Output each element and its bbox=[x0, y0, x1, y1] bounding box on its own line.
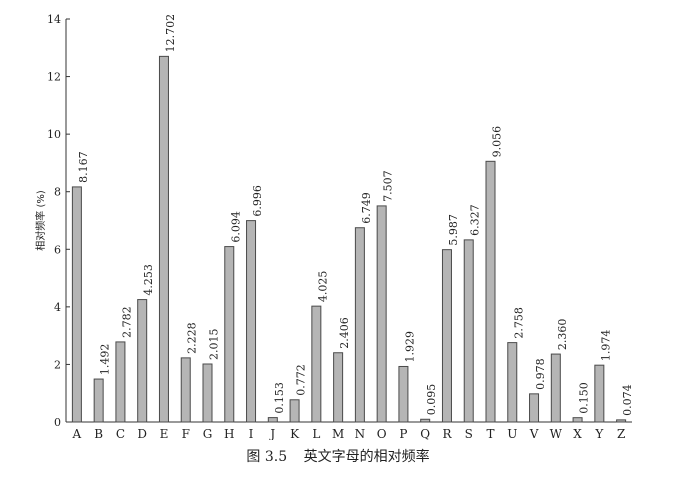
bar-S bbox=[463, 239, 474, 423]
x-tick-label: O bbox=[377, 427, 387, 440]
data-label-G: 2.015 bbox=[208, 328, 221, 360]
bar-Y bbox=[594, 364, 605, 423]
x-tick-label: N bbox=[355, 427, 366, 440]
x-tick-label: I bbox=[249, 427, 254, 440]
caption-text: 英文字母的相对频率 bbox=[303, 449, 430, 465]
bar-M bbox=[333, 352, 344, 423]
x-tick-label: M bbox=[332, 427, 344, 440]
x-tick-label: L bbox=[312, 427, 320, 440]
y-tick-label: 10 bbox=[47, 128, 61, 141]
data-label-L: 4.025 bbox=[316, 271, 329, 303]
bar-C bbox=[115, 341, 126, 423]
data-label-W: 2.360 bbox=[556, 319, 569, 351]
x-tick-label: U bbox=[507, 427, 517, 440]
bar-P bbox=[398, 365, 409, 423]
bar-F bbox=[180, 357, 191, 423]
y-tick-label: 6 bbox=[54, 243, 61, 256]
data-label-I: 6.996 bbox=[251, 185, 264, 217]
x-tick-label: V bbox=[529, 427, 539, 440]
bar-O bbox=[376, 205, 387, 423]
data-label-O: 7.507 bbox=[382, 170, 395, 202]
data-label-C: 2.782 bbox=[120, 306, 133, 338]
x-tick-label: B bbox=[94, 427, 103, 440]
bar-R bbox=[441, 249, 452, 423]
bar-X bbox=[572, 417, 583, 423]
bar-Q bbox=[420, 418, 431, 423]
caption-number: 图 3.5 bbox=[246, 449, 288, 465]
data-label-Z: 0.074 bbox=[621, 384, 634, 416]
data-label-Y: 1.974 bbox=[599, 330, 612, 362]
x-tick-label: A bbox=[72, 427, 82, 440]
figure-caption: 图 3.5 英文字母的相对频率 bbox=[0, 446, 676, 466]
x-tick-label: P bbox=[399, 427, 407, 440]
x-tick-label: Q bbox=[420, 427, 430, 440]
x-tick-label: C bbox=[116, 427, 125, 440]
data-label-K: 0.772 bbox=[295, 364, 308, 396]
x-tick-label: X bbox=[573, 427, 582, 440]
y-tick-label: 12 bbox=[47, 71, 61, 84]
data-label-R: 5.987 bbox=[447, 214, 460, 246]
x-tick-label: J bbox=[268, 427, 275, 440]
bar-E bbox=[158, 55, 169, 423]
bar-A bbox=[71, 186, 82, 423]
y-tick-label: 14 bbox=[47, 13, 61, 26]
bar-I bbox=[246, 220, 257, 423]
y-tick-label: 2 bbox=[54, 358, 61, 371]
bar-V bbox=[529, 393, 540, 423]
data-label-T: 9.056 bbox=[491, 126, 504, 158]
data-label-X: 0.150 bbox=[578, 382, 591, 414]
x-tick-label: G bbox=[203, 427, 213, 440]
x-tick-label: E bbox=[160, 427, 169, 440]
bar-N bbox=[354, 227, 365, 423]
x-tick-label: F bbox=[182, 427, 190, 440]
bar-B bbox=[93, 378, 104, 423]
bar-W bbox=[550, 353, 561, 423]
bar-H bbox=[224, 246, 235, 423]
data-label-E: 12.702 bbox=[164, 14, 177, 53]
data-label-D: 4.253 bbox=[142, 264, 155, 296]
x-tick-label: T bbox=[486, 427, 494, 440]
data-label-J: 0.153 bbox=[273, 382, 286, 414]
x-tick-label: D bbox=[137, 427, 147, 440]
bar-G bbox=[202, 363, 213, 423]
data-label-V: 0.978 bbox=[534, 358, 547, 390]
y-tick-label: 4 bbox=[54, 301, 61, 314]
y-axis-label: 相对频率 (%) bbox=[34, 190, 47, 251]
bar-K bbox=[289, 399, 300, 423]
x-tick-label: R bbox=[442, 427, 452, 440]
data-label-P: 1.929 bbox=[403, 331, 416, 363]
x-tick-label: Z bbox=[617, 427, 625, 440]
x-tick-label: K bbox=[290, 427, 300, 440]
bar-T bbox=[485, 160, 496, 423]
data-label-A: 8.167 bbox=[77, 151, 90, 183]
data-label-U: 2.758 bbox=[512, 307, 525, 339]
data-label-B: 1.492 bbox=[99, 344, 112, 376]
bar-chart: 0 2 4 6 8 10 12 14 相对频率 (%) A 8.167 B 1.492 C 2.782 D 4.… bbox=[34, 13, 634, 440]
data-label-S: 6.327 bbox=[469, 204, 482, 236]
y-tick-label: 0 bbox=[54, 416, 61, 429]
x-tick-label: W bbox=[550, 427, 563, 440]
data-label-F: 2.228 bbox=[186, 322, 199, 354]
y-tick-label: 8 bbox=[54, 186, 61, 199]
bar-J bbox=[267, 417, 278, 423]
x-tick-label: Y bbox=[594, 427, 604, 440]
bar-L bbox=[311, 305, 322, 423]
bar-Z bbox=[616, 419, 627, 423]
x-tick-label: H bbox=[224, 427, 234, 440]
data-label-N: 6.749 bbox=[360, 192, 373, 224]
x-tick-label: S bbox=[465, 427, 473, 440]
data-label-H: 6.094 bbox=[229, 211, 242, 243]
data-label-M: 2.406 bbox=[338, 317, 351, 349]
bar-U bbox=[507, 342, 518, 423]
data-label-Q: 0.095 bbox=[425, 384, 438, 416]
bar-D bbox=[137, 299, 148, 423]
